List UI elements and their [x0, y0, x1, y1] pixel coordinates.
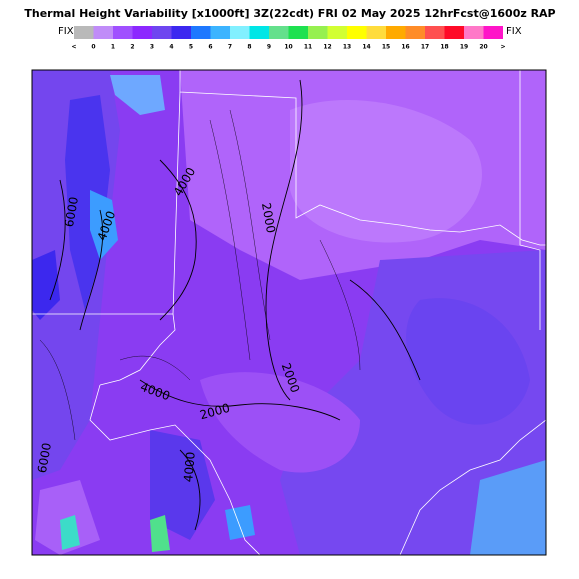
- colorbar-label: 2: [130, 44, 134, 51]
- colorbar-label: 13: [343, 44, 351, 51]
- colorbar-label: 7: [228, 44, 232, 51]
- colorbar-label: 15: [382, 44, 390, 51]
- color-cell: [93, 26, 113, 39]
- color-cell: [288, 26, 308, 39]
- colorbar-label: 16: [401, 44, 409, 51]
- color-cell: [249, 26, 269, 39]
- color-cell: [405, 26, 425, 39]
- colorbar-label: 10: [284, 44, 292, 51]
- color-cell: [386, 26, 406, 39]
- fix-right: FIX: [506, 26, 522, 37]
- color-cell: [191, 26, 211, 39]
- color-cell: [152, 26, 172, 39]
- color-cell: [230, 26, 250, 39]
- colorbar-label: 14: [362, 44, 370, 51]
- color-cell: [171, 26, 191, 39]
- contour-label: 4000: [181, 451, 198, 483]
- color-cell: [210, 26, 230, 39]
- colorbar-label: 0: [91, 44, 95, 51]
- contour-label: 2000: [259, 202, 278, 235]
- color-cell: [444, 26, 464, 39]
- contour-label: 6000: [62, 196, 81, 229]
- color-cell: [74, 26, 94, 39]
- colorbar-label: 4: [169, 44, 173, 51]
- color-cell: [464, 26, 484, 39]
- colorbar-label: 20: [479, 44, 487, 51]
- color-cell: [132, 26, 152, 39]
- color-cell: [483, 26, 503, 39]
- color-cell: [347, 26, 367, 39]
- title: Thermal Height Variability [x1000ft] 3Z(…: [24, 7, 555, 20]
- color-cell: [327, 26, 347, 39]
- color-cell: [113, 26, 133, 39]
- colorbar-label: 6: [208, 44, 212, 51]
- color-cell: [366, 26, 386, 39]
- colorbar-label: 9: [267, 44, 271, 51]
- colorbar-label: 19: [460, 44, 468, 51]
- colorbar-label: 5: [189, 44, 193, 51]
- colorbar-label: 11: [304, 44, 312, 51]
- colorbar-label: 17: [421, 44, 429, 51]
- colorbar-label: <: [71, 44, 76, 51]
- color-cell: [308, 26, 328, 39]
- colorbar: <0 1 2 3 4 5 6 7 8 9 10 11 12 13 14 15 16 17 18 19 20 >: [71, 26, 506, 51]
- color-cell: [425, 26, 445, 39]
- colorbar-label: >: [500, 44, 505, 51]
- fix-left: FIX: [58, 26, 74, 37]
- colorbar-label: 18: [440, 44, 448, 51]
- colorbar-label: 12: [323, 44, 331, 51]
- colorbar-label: 8: [247, 44, 251, 51]
- map: [31, 69, 547, 556]
- color-cell: [269, 26, 289, 39]
- colorbar-label: 3: [150, 44, 154, 51]
- colorbar-label: 1: [111, 44, 115, 51]
- contour-label: 6000: [35, 442, 54, 475]
